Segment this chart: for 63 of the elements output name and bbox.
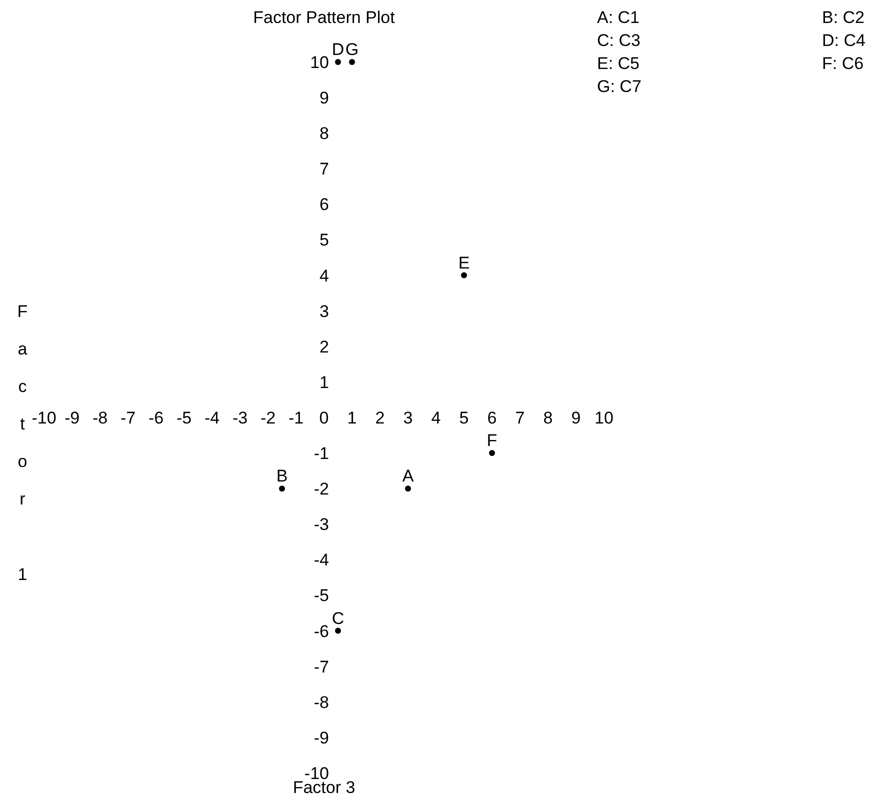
text: C: C3	[597, 31, 642, 50]
data-label: F	[486, 431, 498, 450]
x-tick-label: -1	[288, 408, 304, 428]
y-tick-label: -9	[314, 728, 329, 748]
x-tick-label: -8	[92, 408, 108, 428]
point	[405, 486, 411, 492]
y-tick-label: -1	[314, 444, 329, 463]
point	[335, 628, 341, 634]
data-label: G	[345, 40, 359, 59]
y-tick-label: -2	[314, 480, 329, 499]
y-tick-label: 4	[320, 266, 329, 286]
y-tick-label: -8	[314, 692, 329, 712]
x-tick-label: -7	[120, 408, 136, 428]
text: F: C6	[822, 54, 865, 73]
y-tick-label: 2	[320, 337, 329, 356]
y-tick-label: 1	[320, 372, 329, 392]
y-tick-label: 3	[320, 302, 329, 321]
x-tick-label: 1	[347, 408, 357, 428]
data-label: D	[332, 40, 344, 59]
y-tick-label: 5	[320, 230, 329, 250]
x-tick-label: -5	[176, 408, 192, 428]
x-tick-label: -2	[260, 408, 276, 428]
x-tick-label: 3	[403, 408, 413, 428]
x-tick-label: 6	[487, 408, 497, 428]
y-tick-label: -6	[314, 622, 329, 641]
x-tick-label: 8	[543, 408, 553, 428]
point	[349, 59, 355, 65]
y-tick-label: -7	[314, 657, 329, 676]
y-tick-label: -3	[314, 515, 329, 534]
x-tick-label: -10	[32, 408, 56, 428]
text: B: C2	[822, 8, 866, 27]
x-tick-label: 9	[571, 408, 581, 428]
data-label: B	[276, 466, 288, 486]
y-tick-label: 7	[320, 160, 329, 179]
x-tick-label: 7	[515, 408, 525, 428]
y-tick-label: -5	[314, 586, 329, 606]
data-label: C	[332, 608, 344, 628]
y-tick-label: -4	[314, 550, 329, 570]
point	[279, 486, 285, 492]
x-tick-label: 10	[594, 408, 614, 428]
x-tick-label: 2	[375, 408, 385, 428]
x-tick-label: -3	[232, 408, 248, 428]
x-tick-label: -4	[204, 408, 220, 428]
x-tick-label: 0	[319, 408, 329, 428]
y-tick-label: 10	[310, 52, 329, 72]
point	[489, 450, 495, 456]
x-tick-label: 4	[431, 408, 441, 428]
y-axis-title: Factor 1	[12, 302, 32, 602]
point	[461, 272, 467, 278]
text: D: C4	[822, 31, 866, 50]
data-label: A	[402, 466, 414, 486]
y-tick-label: 9	[320, 88, 329, 108]
annotation: G: C7	[597, 77, 642, 96]
x-tick-label: 5	[459, 408, 469, 428]
text: A: C1	[597, 8, 641, 27]
y-tick-label: 8	[320, 124, 329, 144]
annotation: E: C5	[597, 54, 641, 73]
x-tick-label: -9	[64, 408, 80, 428]
x-tick-label: -6	[148, 408, 164, 428]
chart-title: Factor Pattern Plot	[252, 8, 396, 28]
data-label: E	[458, 253, 470, 272]
point	[335, 59, 341, 65]
y-tick-label: 6	[320, 195, 329, 214]
